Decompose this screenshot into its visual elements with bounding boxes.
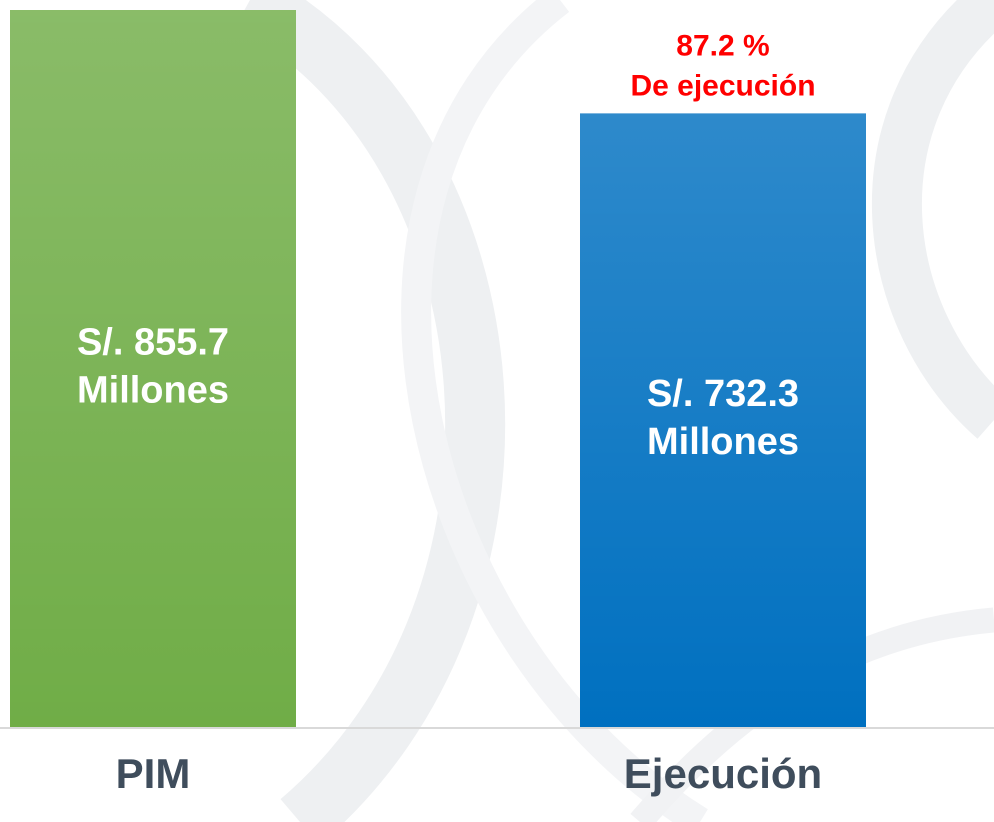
value-label: S/. 732.3 bbox=[647, 373, 799, 415]
bar-sheen bbox=[580, 113, 866, 728]
value-label: Millones bbox=[647, 421, 799, 463]
value-label: S/. 855.7 bbox=[77, 322, 229, 364]
background-arcs bbox=[235, 0, 994, 822]
category-label: Ejecución bbox=[624, 750, 822, 797]
value-label: Millones bbox=[77, 370, 229, 412]
annotation: 87.2 % bbox=[676, 29, 769, 62]
category-label: PIM bbox=[116, 750, 191, 797]
bar-sheen bbox=[10, 10, 296, 727]
annotation: De ejecución bbox=[630, 69, 815, 102]
